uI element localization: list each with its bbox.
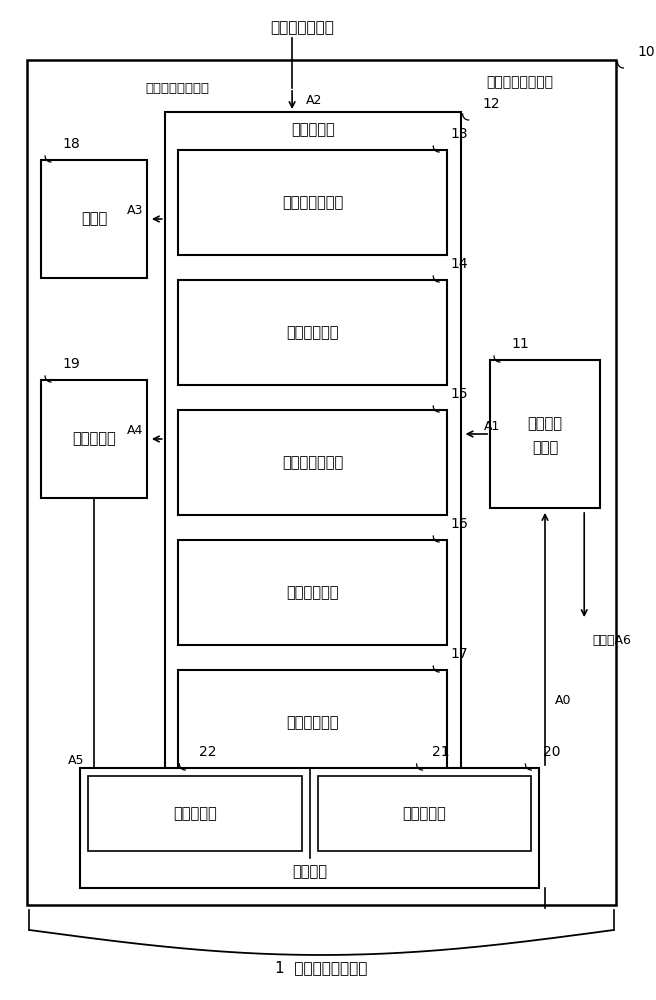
- Bar: [178, 410, 447, 515]
- Text: 选择值A6: 选择值A6: [592, 634, 631, 647]
- Text: 11: 11: [512, 337, 529, 351]
- Text: A3: A3: [127, 205, 143, 218]
- Text: 通知部: 通知部: [81, 212, 107, 227]
- Text: 12: 12: [482, 97, 500, 111]
- Text: 17: 17: [451, 647, 468, 661]
- Text: 15: 15: [451, 387, 468, 401]
- Bar: [88, 776, 302, 851]
- Text: A0: A0: [555, 694, 571, 706]
- Text: A4: A4: [127, 424, 143, 438]
- Text: A1: A1: [484, 420, 501, 432]
- Bar: [490, 360, 600, 508]
- Text: 18: 18: [63, 137, 81, 151]
- Text: 自电梯控制装置: 自电梯控制装置: [270, 20, 334, 35]
- Text: 19: 19: [63, 357, 81, 371]
- Text: 触摸面板: 触摸面板: [293, 864, 327, 880]
- Bar: [41, 160, 147, 278]
- Text: A5: A5: [68, 754, 85, 766]
- Bar: [41, 380, 147, 498]
- Text: 操作面板部: 操作面板部: [403, 806, 446, 821]
- Text: 显示面板部: 显示面板部: [173, 806, 217, 821]
- Bar: [81, 768, 539, 888]
- Text: A2: A2: [306, 94, 322, 106]
- Bar: [178, 540, 447, 645]
- Bar: [165, 112, 461, 782]
- Text: 操作信息: 操作信息: [527, 416, 562, 432]
- Text: 21: 21: [432, 745, 450, 759]
- Text: 20: 20: [543, 745, 560, 759]
- Text: 显示控制部: 显示控制部: [72, 432, 116, 446]
- Text: 选择值决定部: 选择值决定部: [287, 715, 339, 730]
- Text: 触摸输入判定装置: 触摸输入判定装置: [486, 75, 553, 89]
- Bar: [178, 150, 447, 255]
- Text: 输入部: 输入部: [532, 440, 558, 456]
- Text: 22: 22: [199, 745, 216, 759]
- Text: 旋转方向判定部: 旋转方向判定部: [282, 455, 343, 470]
- Text: 选择值的变化方向: 选择值的变化方向: [145, 82, 209, 95]
- Text: 选择值变更部: 选择值变更部: [287, 585, 339, 600]
- Text: 操作手决定部: 操作手决定部: [287, 325, 339, 340]
- Text: 1  触摸面板输入装置: 1 触摸面板输入装置: [276, 960, 368, 976]
- Text: 操作判定部: 操作判定部: [291, 122, 335, 137]
- Text: 10: 10: [637, 45, 655, 59]
- Bar: [178, 670, 447, 775]
- Bar: [28, 60, 615, 905]
- Bar: [318, 776, 531, 851]
- Bar: [178, 280, 447, 385]
- Text: 操作种类判定部: 操作种类判定部: [282, 195, 343, 210]
- Text: 14: 14: [451, 257, 468, 271]
- Text: 13: 13: [451, 127, 468, 141]
- Text: 16: 16: [451, 517, 468, 531]
